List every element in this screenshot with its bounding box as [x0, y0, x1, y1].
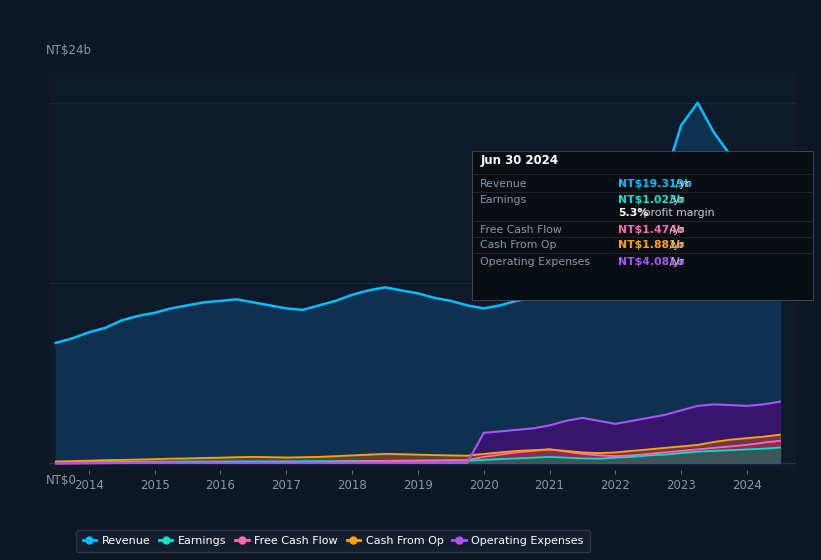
Text: /yr: /yr: [666, 195, 684, 205]
Text: NT$19.319b: NT$19.319b: [618, 179, 692, 189]
Text: /yr: /yr: [666, 256, 684, 267]
Text: Operating Expenses: Operating Expenses: [480, 256, 590, 267]
Text: /yr: /yr: [672, 179, 690, 189]
Text: NT$1.474b: NT$1.474b: [618, 225, 685, 235]
Text: Cash From Op: Cash From Op: [480, 240, 557, 250]
Text: profit margin: profit margin: [640, 208, 714, 218]
Text: NT$4.081b: NT$4.081b: [618, 256, 685, 267]
Text: Revenue: Revenue: [480, 179, 528, 189]
Text: NT$1.023b: NT$1.023b: [618, 195, 685, 205]
Text: NT$24b: NT$24b: [45, 44, 91, 57]
Text: NT$1.881b: NT$1.881b: [618, 240, 685, 250]
Text: Jun 30 2024: Jun 30 2024: [480, 153, 558, 166]
Text: Free Cash Flow: Free Cash Flow: [480, 225, 562, 235]
Text: 5.3%: 5.3%: [618, 208, 649, 218]
Text: Earnings: Earnings: [480, 195, 527, 205]
Text: NT$0: NT$0: [45, 474, 76, 487]
Text: /yr: /yr: [666, 240, 684, 250]
Text: /yr: /yr: [666, 225, 684, 235]
Legend: Revenue, Earnings, Free Cash Flow, Cash From Op, Operating Expenses: Revenue, Earnings, Free Cash Flow, Cash …: [76, 530, 589, 552]
